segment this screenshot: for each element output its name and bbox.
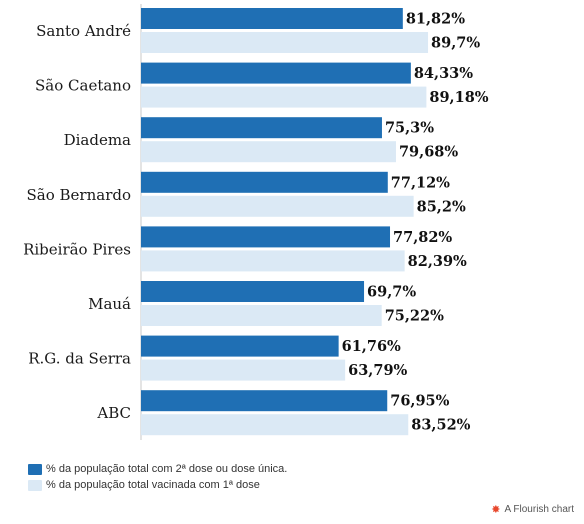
category-label-r-g-da-serra: R.G. da Serra: [28, 350, 131, 368]
bar-second-dose-r-g-da-serra[interactable]: [141, 335, 339, 357]
category-label-abc: ABC: [96, 404, 131, 422]
category-label-sao-bernardo: São Bernardo: [27, 186, 132, 204]
value-label-first-dose-sao-bernardo: 85,2%: [417, 198, 466, 215]
category-label-maua: Mauá: [88, 295, 131, 313]
value-label-first-dose-ribeirao-pires: 82,39%: [408, 253, 467, 270]
bar-first-dose-sao-caetano[interactable]: [141, 86, 427, 108]
value-label-first-dose-maua: 75,22%: [385, 308, 444, 325]
bar-first-dose-abc[interactable]: [141, 414, 409, 436]
bar-second-dose-sao-caetano[interactable]: [141, 62, 411, 84]
category-label-santo-andre: Santo André: [36, 22, 131, 40]
bar-first-dose-diadema[interactable]: [141, 141, 396, 163]
value-label-second-dose-abc: 76,95%: [390, 393, 449, 410]
value-label-first-dose-r-g-da-serra: 63,79%: [348, 362, 407, 379]
value-label-second-dose-diadema: 75,3%: [385, 120, 434, 137]
value-label-second-dose-ribeirao-pires: 77,82%: [393, 229, 452, 246]
bar-second-dose-maua[interactable]: [141, 281, 365, 302]
bar-second-dose-abc[interactable]: [141, 390, 388, 412]
legend-swatch-first-dose: [28, 479, 42, 491]
bar-second-dose-sao-bernardo[interactable]: [141, 171, 388, 193]
bar-first-dose-santo-andre[interactable]: [141, 32, 429, 53]
bar-first-dose-sao-bernardo[interactable]: [141, 195, 414, 217]
value-label-second-dose-sao-caetano: 84,33%: [414, 65, 473, 82]
value-label-second-dose-sao-bernardo: 77,12%: [391, 174, 450, 191]
bar-first-dose-r-g-da-serra[interactable]: [141, 359, 346, 381]
value-label-second-dose-r-g-da-serra: 61,76%: [342, 338, 401, 355]
bar-first-dose-ribeirao-pires[interactable]: [141, 250, 405, 272]
flourish-credit[interactable]: ✸ A Flourish chart: [491, 503, 574, 516]
legend: % da população total com 2ª dose ou dose…: [28, 461, 287, 493]
category-label-diadema: Diadema: [64, 131, 131, 149]
bar-first-dose-maua[interactable]: [141, 305, 382, 326]
bar-second-dose-ribeirao-pires[interactable]: [141, 226, 391, 248]
category-label-sao-caetano: São Caetano: [35, 77, 131, 95]
bars-group: 81,82% 89,7% 84,33% 89,18% 75,3% 79,68% 77,12%…: [141, 8, 489, 436]
flourish-logo-icon: ✸: [491, 504, 501, 516]
value-label-first-dose-santo-andre: 89,7%: [431, 35, 480, 52]
bar-second-dose-diadema[interactable]: [141, 117, 382, 139]
legend-item-first-dose[interactable]: % da população total vacinada com 1ª dos…: [28, 477, 287, 493]
legend-label-first-dose: % da população total vacinada com 1ª dos…: [46, 479, 260, 491]
bar-second-dose-santo-andre[interactable]: [141, 8, 403, 29]
value-label-second-dose-santo-andre: 81,82%: [406, 11, 465, 28]
legend-item-second-dose[interactable]: % da população total com 2ª dose ou dose…: [28, 461, 287, 477]
credit-text: A Flourish chart: [504, 504, 574, 515]
legend-swatch-second-dose: [28, 463, 42, 475]
legend-label-second-dose: % da população total com 2ª dose ou dose…: [46, 463, 288, 475]
value-label-first-dose-sao-caetano: 89,18%: [429, 89, 488, 106]
value-label-second-dose-maua: 69,7%: [367, 284, 416, 301]
value-label-first-dose-abc: 83,52%: [411, 417, 470, 434]
category-label-ribeirao-pires: Ribeirão Pires: [23, 240, 131, 258]
value-label-first-dose-diadema: 79,68%: [399, 144, 458, 161]
